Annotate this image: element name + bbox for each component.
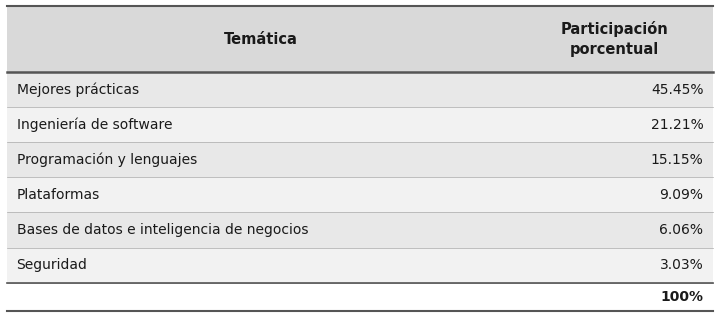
Text: 9.09%: 9.09% (660, 188, 703, 202)
Text: Mejores prácticas: Mejores prácticas (17, 83, 139, 97)
Text: 45.45%: 45.45% (651, 83, 703, 97)
Text: Ingeniería de software: Ingeniería de software (17, 117, 172, 132)
Text: Seguridad: Seguridad (17, 258, 87, 272)
Text: 3.03%: 3.03% (660, 258, 703, 272)
Text: 15.15%: 15.15% (651, 153, 703, 167)
Text: Temática: Temática (224, 32, 298, 47)
Bar (7, 283, 713, 311)
Text: Plataformas: Plataformas (17, 188, 100, 202)
Text: 21.21%: 21.21% (651, 118, 703, 132)
Text: 100%: 100% (660, 290, 703, 304)
Text: Programación y lenguajes: Programación y lenguajes (17, 153, 197, 167)
Text: Bases de datos e inteligencia de negocios: Bases de datos e inteligencia de negocio… (17, 223, 308, 237)
Text: Participación
porcentual: Participación porcentual (560, 21, 668, 57)
Text: 6.06%: 6.06% (660, 223, 703, 237)
